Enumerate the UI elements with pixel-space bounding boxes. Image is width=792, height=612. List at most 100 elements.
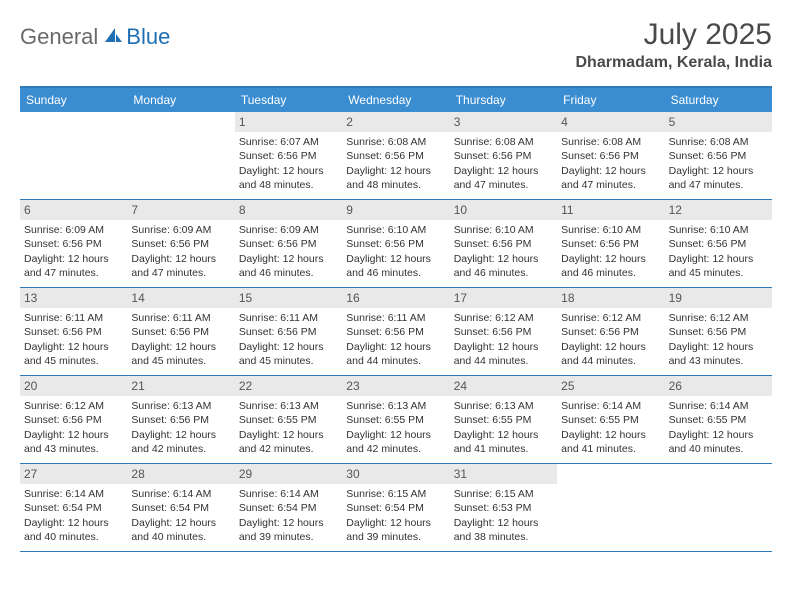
day-number: 10 bbox=[450, 200, 557, 220]
sunrise-text: Sunrise: 6:10 AM bbox=[561, 223, 660, 237]
calendar-cell: 7Sunrise: 6:09 AMSunset: 6:56 PMDaylight… bbox=[127, 200, 234, 288]
calendar-cell: 6Sunrise: 6:09 AMSunset: 6:56 PMDaylight… bbox=[20, 200, 127, 288]
sunset-text: Sunset: 6:56 PM bbox=[454, 325, 553, 339]
daylight-text: Daylight: 12 hours and 47 minutes. bbox=[454, 164, 553, 192]
sunrise-text: Sunrise: 6:11 AM bbox=[346, 311, 445, 325]
sunrise-text: Sunrise: 6:12 AM bbox=[454, 311, 553, 325]
daylight-text: Daylight: 12 hours and 46 minutes. bbox=[561, 252, 660, 280]
calendar-cell: 30Sunrise: 6:15 AMSunset: 6:54 PMDayligh… bbox=[342, 464, 449, 552]
daylight-text: Daylight: 12 hours and 39 minutes. bbox=[346, 516, 445, 544]
calendar-cell: 8Sunrise: 6:09 AMSunset: 6:56 PMDaylight… bbox=[235, 200, 342, 288]
calendar-cell: 23Sunrise: 6:13 AMSunset: 6:55 PMDayligh… bbox=[342, 376, 449, 464]
day-number: 9 bbox=[342, 200, 449, 220]
day-header-friday: Friday bbox=[557, 88, 664, 112]
calendar-cell: 3Sunrise: 6:08 AMSunset: 6:56 PMDaylight… bbox=[450, 112, 557, 200]
sunrise-text: Sunrise: 6:11 AM bbox=[24, 311, 123, 325]
sunrise-text: Sunrise: 6:14 AM bbox=[669, 399, 768, 413]
calendar-cell-empty: . bbox=[20, 112, 127, 200]
sunset-text: Sunset: 6:56 PM bbox=[561, 325, 660, 339]
sunrise-text: Sunrise: 6:13 AM bbox=[454, 399, 553, 413]
daylight-text: Daylight: 12 hours and 43 minutes. bbox=[24, 428, 123, 456]
daylight-text: Daylight: 12 hours and 42 minutes. bbox=[346, 428, 445, 456]
sunrise-text: Sunrise: 6:12 AM bbox=[24, 399, 123, 413]
day-number: 18 bbox=[557, 288, 664, 308]
day-number: 23 bbox=[342, 376, 449, 396]
sunrise-text: Sunrise: 6:09 AM bbox=[24, 223, 123, 237]
calendar-grid: SundayMondayTuesdayWednesdayThursdayFrid… bbox=[20, 86, 772, 552]
logo: General Blue bbox=[20, 24, 170, 50]
day-number: 4 bbox=[557, 112, 664, 132]
day-number: 22 bbox=[235, 376, 342, 396]
sunrise-text: Sunrise: 6:13 AM bbox=[346, 399, 445, 413]
sunset-text: Sunset: 6:56 PM bbox=[131, 325, 230, 339]
calendar-cell: 18Sunrise: 6:12 AMSunset: 6:56 PMDayligh… bbox=[557, 288, 664, 376]
daylight-text: Daylight: 12 hours and 47 minutes. bbox=[669, 164, 768, 192]
sunset-text: Sunset: 6:54 PM bbox=[24, 501, 123, 515]
daylight-text: Daylight: 12 hours and 40 minutes. bbox=[24, 516, 123, 544]
day-number: 7 bbox=[127, 200, 234, 220]
calendar-cell: 20Sunrise: 6:12 AMSunset: 6:56 PMDayligh… bbox=[20, 376, 127, 464]
sunrise-text: Sunrise: 6:10 AM bbox=[346, 223, 445, 237]
daylight-text: Daylight: 12 hours and 47 minutes. bbox=[131, 252, 230, 280]
day-number: 25 bbox=[557, 376, 664, 396]
sunrise-text: Sunrise: 6:07 AM bbox=[239, 135, 338, 149]
sunset-text: Sunset: 6:56 PM bbox=[454, 237, 553, 251]
calendar-cell: 22Sunrise: 6:13 AMSunset: 6:55 PMDayligh… bbox=[235, 376, 342, 464]
logo-text-blue: Blue bbox=[126, 24, 170, 50]
day-header-thursday: Thursday bbox=[450, 88, 557, 112]
sunset-text: Sunset: 6:56 PM bbox=[346, 149, 445, 163]
sunrise-text: Sunrise: 6:10 AM bbox=[454, 223, 553, 237]
sunrise-text: Sunrise: 6:08 AM bbox=[561, 135, 660, 149]
sunrise-text: Sunrise: 6:14 AM bbox=[561, 399, 660, 413]
day-number: 11 bbox=[557, 200, 664, 220]
sunset-text: Sunset: 6:55 PM bbox=[239, 413, 338, 427]
sunset-text: Sunset: 6:56 PM bbox=[454, 149, 553, 163]
day-number: 21 bbox=[127, 376, 234, 396]
calendar-cell: 27Sunrise: 6:14 AMSunset: 6:54 PMDayligh… bbox=[20, 464, 127, 552]
logo-sail-icon bbox=[103, 26, 123, 49]
sunset-text: Sunset: 6:54 PM bbox=[131, 501, 230, 515]
day-number: 31 bbox=[450, 464, 557, 484]
sunset-text: Sunset: 6:56 PM bbox=[239, 325, 338, 339]
sunset-text: Sunset: 6:56 PM bbox=[24, 325, 123, 339]
daylight-text: Daylight: 12 hours and 45 minutes. bbox=[131, 340, 230, 368]
day-number: 6 bbox=[20, 200, 127, 220]
daylight-text: Daylight: 12 hours and 44 minutes. bbox=[346, 340, 445, 368]
day-header-saturday: Saturday bbox=[665, 88, 772, 112]
month-title: July 2025 bbox=[575, 18, 772, 52]
calendar-cell: 10Sunrise: 6:10 AMSunset: 6:56 PMDayligh… bbox=[450, 200, 557, 288]
calendar-cell: 9Sunrise: 6:10 AMSunset: 6:56 PMDaylight… bbox=[342, 200, 449, 288]
logo-text-general: General bbox=[20, 24, 98, 50]
day-header-wednesday: Wednesday bbox=[342, 88, 449, 112]
sunrise-text: Sunrise: 6:15 AM bbox=[346, 487, 445, 501]
sunset-text: Sunset: 6:55 PM bbox=[454, 413, 553, 427]
day-number: 8 bbox=[235, 200, 342, 220]
day-header-sunday: Sunday bbox=[20, 88, 127, 112]
calendar-cell: 11Sunrise: 6:10 AMSunset: 6:56 PMDayligh… bbox=[557, 200, 664, 288]
sunset-text: Sunset: 6:56 PM bbox=[131, 413, 230, 427]
sunset-text: Sunset: 6:56 PM bbox=[24, 237, 123, 251]
day-number: 27 bbox=[20, 464, 127, 484]
sunset-text: Sunset: 6:56 PM bbox=[346, 325, 445, 339]
calendar-cell-empty: . bbox=[127, 112, 234, 200]
sunset-text: Sunset: 6:56 PM bbox=[131, 237, 230, 251]
day-number: 1 bbox=[235, 112, 342, 132]
calendar-cell: 19Sunrise: 6:12 AMSunset: 6:56 PMDayligh… bbox=[665, 288, 772, 376]
header: General Blue July 2025 Dharmadam, Kerala… bbox=[20, 18, 772, 72]
sunset-text: Sunset: 6:55 PM bbox=[669, 413, 768, 427]
calendar-cell: 15Sunrise: 6:11 AMSunset: 6:56 PMDayligh… bbox=[235, 288, 342, 376]
day-number: 12 bbox=[665, 200, 772, 220]
sunset-text: Sunset: 6:56 PM bbox=[669, 325, 768, 339]
calendar-cell-empty: . bbox=[665, 464, 772, 552]
calendar-cell: 29Sunrise: 6:14 AMSunset: 6:54 PMDayligh… bbox=[235, 464, 342, 552]
title-block: July 2025 Dharmadam, Kerala, India bbox=[575, 18, 772, 72]
daylight-text: Daylight: 12 hours and 48 minutes. bbox=[239, 164, 338, 192]
sunset-text: Sunset: 6:56 PM bbox=[24, 413, 123, 427]
sunrise-text: Sunrise: 6:09 AM bbox=[239, 223, 338, 237]
sunset-text: Sunset: 6:53 PM bbox=[454, 501, 553, 515]
calendar-cell: 24Sunrise: 6:13 AMSunset: 6:55 PMDayligh… bbox=[450, 376, 557, 464]
day-number: 14 bbox=[127, 288, 234, 308]
sunrise-text: Sunrise: 6:14 AM bbox=[131, 487, 230, 501]
sunrise-text: Sunrise: 6:12 AM bbox=[561, 311, 660, 325]
calendar-cell: 1Sunrise: 6:07 AMSunset: 6:56 PMDaylight… bbox=[235, 112, 342, 200]
